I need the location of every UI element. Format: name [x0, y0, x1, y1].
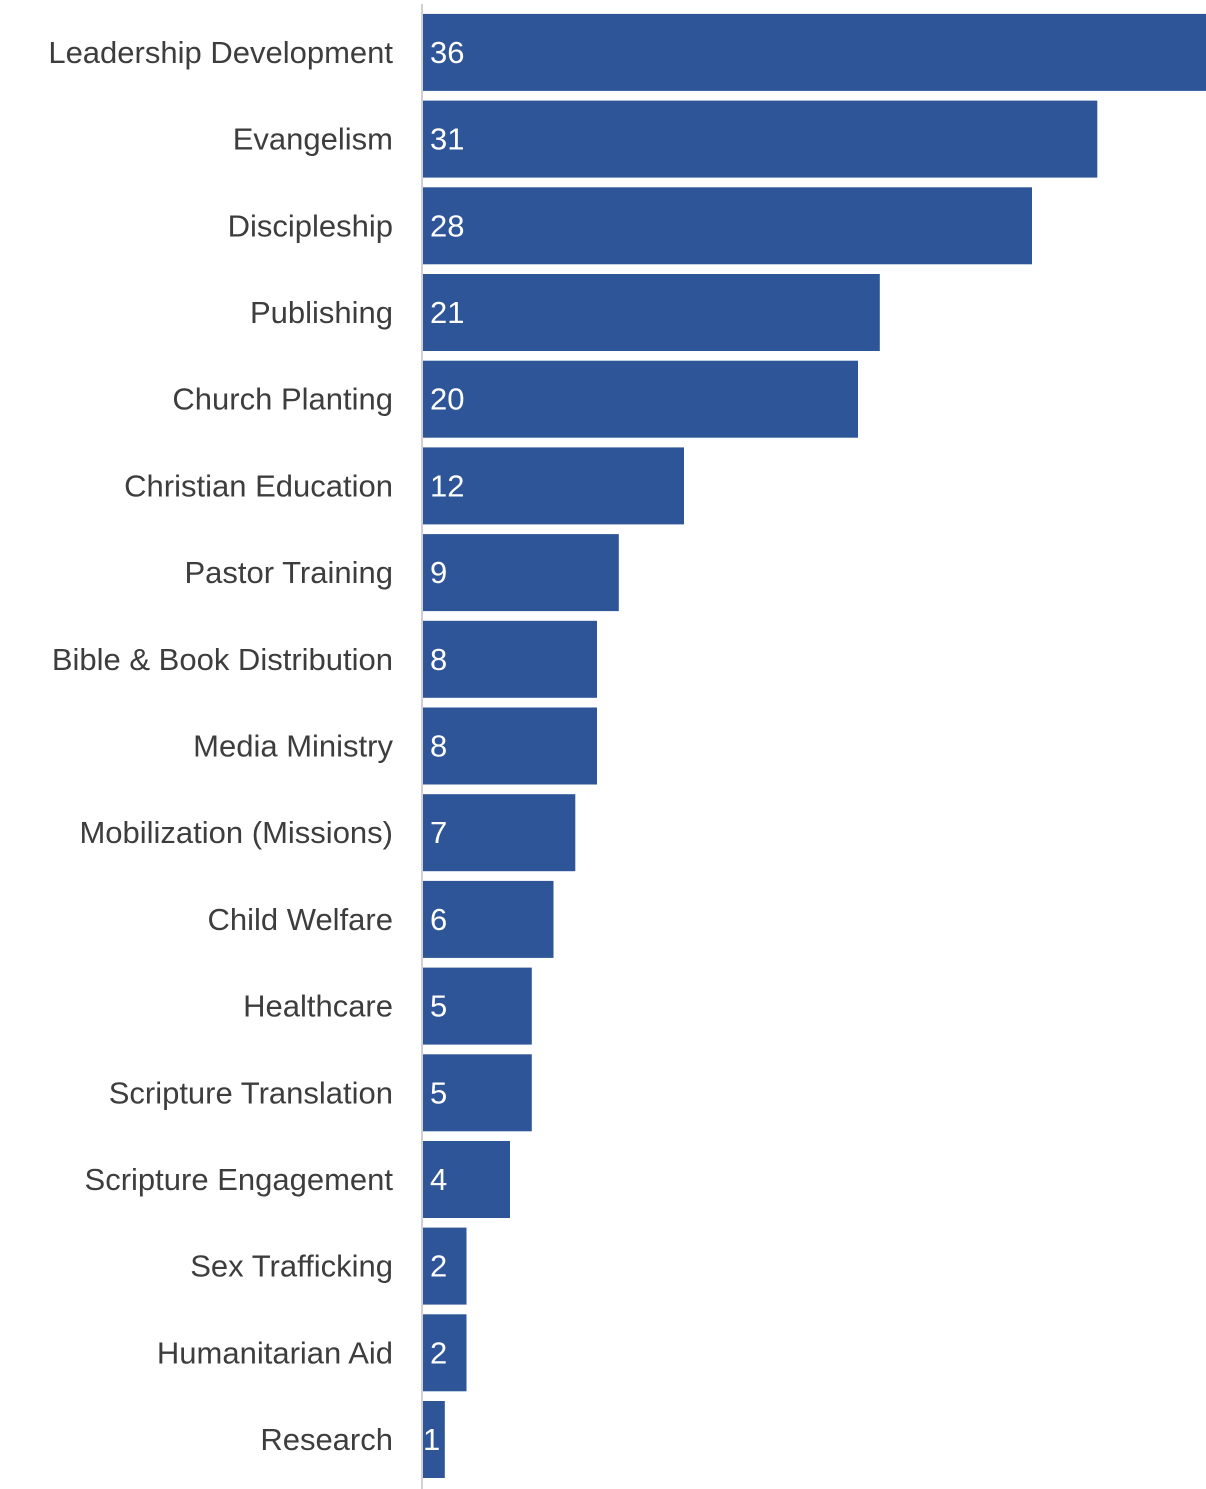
- bar-media-ministry: [423, 707, 597, 785]
- bar-evangelism: [423, 100, 1098, 178]
- bar-healthcare: [423, 967, 532, 1045]
- value-label-evangelism: 31: [430, 122, 464, 157]
- value-label-scripture-engagement: 4: [430, 1162, 447, 1197]
- value-label-sex-trafficking: 2: [430, 1249, 447, 1284]
- category-label-bible-book-distribution: Bible & Book Distribution: [52, 642, 393, 677]
- bar-pastor-training: [423, 534, 619, 612]
- category-label-leadership-development: Leadership Development: [48, 35, 393, 70]
- category-label-scripture-engagement: Scripture Engagement: [85, 1162, 394, 1197]
- bars-layer: [423, 13, 1206, 1478]
- category-label-christian-education: Christian Education: [124, 468, 393, 503]
- bar-christian-education: [423, 447, 684, 525]
- value-label-christian-education: 12: [430, 468, 464, 503]
- value-label-healthcare: 5: [430, 989, 447, 1024]
- value-label-mobilization-missions: 7: [430, 815, 447, 850]
- category-label-healthcare: Healthcare: [243, 989, 393, 1024]
- bar-scripture-engagement: [423, 1141, 510, 1218]
- value-label-bible-book-distribution: 8: [430, 642, 447, 677]
- bar-research: [423, 1401, 445, 1478]
- bar-leadership-development: [423, 13, 1206, 91]
- value-label-discipleship: 28: [430, 208, 464, 243]
- category-label-publishing: Publishing: [250, 295, 393, 330]
- bar-humanitarian-aid: [423, 1314, 467, 1392]
- bar-church-planting: [423, 360, 858, 438]
- value-label-humanitarian-aid: 2: [430, 1335, 447, 1370]
- bar-discipleship: [423, 187, 1032, 265]
- category-label-scripture-translation: Scripture Translation: [109, 1075, 393, 1110]
- category-label-pastor-training: Pastor Training: [185, 555, 394, 590]
- bar-publishing: [423, 274, 880, 351]
- category-label-mobilization-missions: Mobilization (Missions): [79, 815, 393, 850]
- value-label-leadership-development: 36: [430, 35, 464, 70]
- category-label-humanitarian-aid: Humanitarian Aid: [157, 1335, 393, 1370]
- value-label-publishing: 21: [430, 295, 464, 330]
- bar-scripture-translation: [423, 1054, 532, 1132]
- category-label-child-welfare: Child Welfare: [207, 902, 393, 937]
- category-label-sex-trafficking: Sex Trafficking: [190, 1249, 393, 1284]
- bar-bible-book-distribution: [423, 620, 597, 698]
- value-label-research: 1: [423, 1422, 440, 1457]
- bar-sex-trafficking: [423, 1227, 467, 1305]
- value-label-scripture-translation: 5: [430, 1075, 447, 1110]
- category-label-research: Research: [260, 1422, 393, 1457]
- category-label-church-planting: Church Planting: [172, 382, 393, 417]
- value-label-church-planting: 20: [430, 382, 464, 417]
- category-label-discipleship: Discipleship: [228, 208, 393, 243]
- bar-mobilization-missions: [423, 794, 576, 872]
- category-label-media-ministry: Media Ministry: [193, 729, 393, 764]
- bar-child-welfare: [423, 880, 554, 958]
- category-labels-layer: Leadership Development Evangelism Disciple…: [48, 35, 393, 1457]
- category-label-evangelism: Evangelism: [233, 122, 393, 157]
- value-label-pastor-training: 9: [430, 555, 447, 590]
- value-label-child-welfare: 6: [430, 902, 447, 937]
- value-label-media-ministry: 8: [430, 729, 447, 764]
